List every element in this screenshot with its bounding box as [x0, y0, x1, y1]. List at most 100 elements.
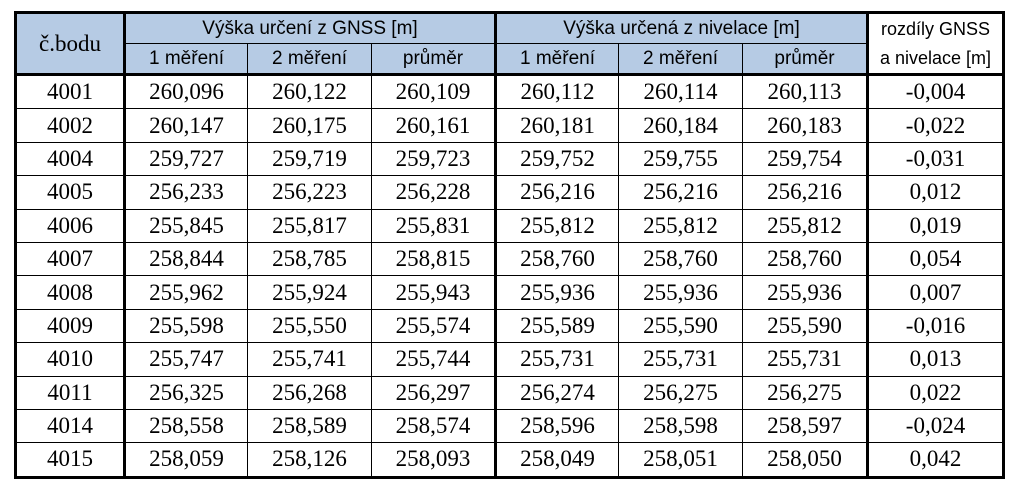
- cell-leveling-average: 260,113: [742, 73, 869, 110]
- cell-gnss-measurement-2: 258,589: [247, 408, 372, 444]
- table-row: 4005 256,233 256,223 256,228 256,216 256,216 2…: [14, 175, 1005, 210]
- table-row: 4014 258,558 258,589 258,574 258,596 258,598 2…: [14, 408, 1005, 444]
- cell-difference: 0,012: [867, 175, 1005, 210]
- cell-gnss-average: 256,297: [371, 375, 497, 410]
- cell-difference: 0,042: [867, 442, 1005, 479]
- cell-point-number: 4008: [14, 275, 126, 310]
- table-row: 4001 260,096 260,122 260,109 260,112 260,114 2…: [14, 73, 1005, 110]
- cell-leveling-average: 255,812: [742, 208, 869, 243]
- header-gnss-group: Výška určení z GNSS [m]: [124, 11, 497, 44]
- cell-leveling-measurement-1: 259,752: [495, 141, 619, 177]
- cell-gnss-average: 259,723: [371, 141, 497, 177]
- cell-difference: 0,013: [867, 342, 1005, 377]
- cell-leveling-measurement-2: 256,216: [618, 175, 743, 210]
- cell-leveling-measurement-1: 256,274: [495, 375, 619, 410]
- cell-gnss-measurement-1: 255,845: [124, 208, 248, 243]
- cell-gnss-average: 260,109: [371, 73, 497, 110]
- header-leveling-measurement-1: 1 měření: [495, 43, 619, 76]
- header-point-number: č.bodu: [14, 11, 126, 76]
- cell-point-number: 4010: [14, 342, 126, 377]
- height-comparison-table: č.bodu Výška určení z GNSS [m] Výška urč…: [14, 11, 1005, 479]
- cell-point-number: 4011: [14, 375, 126, 410]
- cell-gnss-measurement-1: 255,962: [124, 275, 248, 310]
- header-leveling-average: průměr: [742, 43, 869, 76]
- table-row: 4009 255,598 255,550 255,574 255,589 255,590 2…: [14, 308, 1005, 344]
- cell-gnss-measurement-2: 259,719: [247, 141, 372, 177]
- cell-gnss-average: 255,574: [371, 308, 497, 344]
- cell-leveling-measurement-2: 256,275: [618, 375, 743, 410]
- cell-gnss-measurement-1: 256,325: [124, 375, 248, 410]
- header-leveling-measurement-2: 2 měření: [618, 43, 743, 76]
- cell-gnss-average: 258,093: [371, 442, 497, 479]
- cell-point-number: 4001: [14, 73, 126, 110]
- cell-point-number: 4007: [14, 241, 126, 277]
- cell-leveling-measurement-1: 260,181: [495, 108, 619, 143]
- cell-point-number: 4014: [14, 408, 126, 444]
- table-row: 4011 256,325 256,268 256,297 256,274 256,275 2…: [14, 375, 1005, 410]
- cell-gnss-measurement-1: 255,747: [124, 342, 248, 377]
- header-leveling-group: Výška určená z nivelace [m]: [495, 11, 869, 44]
- table-row: 4015 258,059 258,126 258,093 258,049 258,051 2…: [14, 442, 1005, 479]
- cell-gnss-measurement-1: 260,147: [124, 108, 248, 143]
- cell-leveling-average: 260,183: [742, 108, 869, 143]
- cell-gnss-measurement-2: 255,550: [247, 308, 372, 344]
- cell-gnss-average: 260,161: [371, 108, 497, 143]
- cell-leveling-measurement-2: 258,760: [618, 241, 743, 277]
- cell-point-number: 4009: [14, 308, 126, 344]
- cell-difference: 0,007: [867, 275, 1005, 310]
- cell-leveling-measurement-2: 258,598: [618, 408, 743, 444]
- cell-gnss-average: 255,831: [371, 208, 497, 243]
- cell-leveling-measurement-1: 260,112: [495, 73, 619, 110]
- header-difference: rozdíly GNSS a nivelace [m]: [867, 11, 1005, 76]
- cell-difference: -0,031: [867, 141, 1005, 177]
- cell-gnss-measurement-2: 260,175: [247, 108, 372, 143]
- cell-difference: 0,019: [867, 208, 1005, 243]
- height-comparison-table-wrapper: č.bodu Výška určení z GNSS [m] Výška urč…: [14, 11, 1005, 479]
- cell-gnss-measurement-1: 258,059: [124, 442, 248, 479]
- cell-leveling-measurement-2: 255,812: [618, 208, 743, 243]
- cell-leveling-average: 256,216: [742, 175, 869, 210]
- cell-difference: -0,016: [867, 308, 1005, 344]
- table-row: 4002 260,147 260,175 260,161 260,181 260,184 2…: [14, 108, 1005, 143]
- cell-gnss-measurement-1: 258,844: [124, 241, 248, 277]
- cell-point-number: 4015: [14, 442, 126, 479]
- cell-gnss-measurement-1: 260,096: [124, 73, 248, 110]
- cell-leveling-average: 255,590: [742, 308, 869, 344]
- table-row: 4006 255,845 255,817 255,831 255,812 255,812 2…: [14, 208, 1005, 243]
- cell-gnss-measurement-2: 260,122: [247, 73, 372, 110]
- cell-difference: -0,022: [867, 108, 1005, 143]
- cell-point-number: 4002: [14, 108, 126, 143]
- table-row: 4008 255,962 255,924 255,943 255,936 255,936 2…: [14, 275, 1005, 310]
- cell-leveling-average: 258,760: [742, 241, 869, 277]
- cell-gnss-average: 255,744: [371, 342, 497, 377]
- cell-leveling-measurement-1: 258,760: [495, 241, 619, 277]
- cell-gnss-measurement-2: 258,785: [247, 241, 372, 277]
- cell-leveling-measurement-1: 256,216: [495, 175, 619, 210]
- cell-leveling-average: 258,050: [742, 442, 869, 479]
- cell-difference: -0,004: [867, 73, 1005, 110]
- cell-gnss-measurement-1: 256,233: [124, 175, 248, 210]
- cell-leveling-measurement-1: 255,812: [495, 208, 619, 243]
- cell-leveling-average: 255,731: [742, 342, 869, 377]
- table-row: 4004 259,727 259,719 259,723 259,752 259,755 2…: [14, 141, 1005, 177]
- cell-leveling-measurement-1: 258,596: [495, 408, 619, 444]
- cell-leveling-average: 259,754: [742, 141, 869, 177]
- cell-leveling-measurement-1: 258,049: [495, 442, 619, 479]
- cell-gnss-measurement-1: 255,598: [124, 308, 248, 344]
- cell-leveling-measurement-2: 255,731: [618, 342, 743, 377]
- header-gnss-measurement-2: 2 měření: [247, 43, 372, 76]
- cell-gnss-measurement-1: 259,727: [124, 141, 248, 177]
- cell-leveling-average: 256,275: [742, 375, 869, 410]
- cell-difference: 0,054: [867, 241, 1005, 277]
- cell-leveling-measurement-2: 258,051: [618, 442, 743, 479]
- cell-leveling-measurement-2: 255,936: [618, 275, 743, 310]
- cell-leveling-measurement-2: 260,184: [618, 108, 743, 143]
- cell-difference: -0,024: [867, 408, 1005, 444]
- cell-leveling-average: 255,936: [742, 275, 869, 310]
- cell-leveling-measurement-1: 255,936: [495, 275, 619, 310]
- cell-leveling-measurement-2: 255,590: [618, 308, 743, 344]
- cell-point-number: 4005: [14, 175, 126, 210]
- cell-leveling-measurement-1: 255,731: [495, 342, 619, 377]
- table-row: 4007 258,844 258,785 258,815 258,760 258,760 2…: [14, 241, 1005, 277]
- cell-leveling-measurement-2: 260,114: [618, 73, 743, 110]
